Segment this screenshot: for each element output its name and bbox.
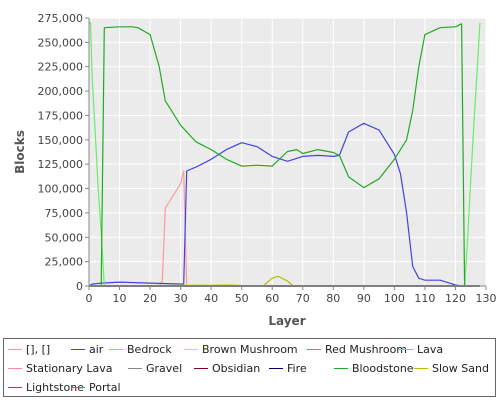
legend-item-air: air (71, 341, 103, 357)
y-tick-label: 275,000 (38, 12, 84, 25)
legend-label: Stationary Lava (26, 361, 113, 375)
x-tick-label: 50 (235, 292, 249, 305)
legend-swatch (8, 386, 22, 388)
legend-item-red-mushroom: Red Mushroom (307, 341, 407, 357)
x-tick-label: 130 (476, 292, 497, 305)
legend-label: Lightstone (26, 380, 84, 394)
legend-label: Obsidian (212, 361, 261, 375)
legend-item-brown-mushroom: Brown Mushroom (184, 341, 298, 357)
y-tick-label: 225,000 (38, 61, 84, 74)
series-line-air (88, 122, 480, 287)
legend-label: Gravel (146, 361, 183, 375)
x-tick-label: 60 (265, 292, 279, 305)
legend-swatch (399, 348, 413, 350)
legend-item-lava: Lava (399, 341, 443, 357)
y-tick-label: 50,000 (45, 231, 84, 244)
legend-label: Brown Mushroom (202, 342, 298, 356)
legend-swatch (184, 348, 198, 350)
y-tick-label: 75,000 (45, 207, 84, 220)
line-chart: 0 25,000 50,000 75,000 100,000 125,000 150,000… (13, 12, 497, 328)
legend-item-portal: Portal (71, 379, 121, 395)
legend-label: Slow Sand (432, 361, 489, 375)
legend-swatch (269, 367, 283, 369)
x-tick-label: 10 (113, 292, 127, 305)
legend-item-bloodstone: Bloodstone (334, 360, 414, 376)
x-tick-label: 80 (326, 292, 340, 305)
legend-swatch (8, 367, 22, 369)
y-tick-label: 0 (76, 280, 83, 293)
legend-item-fire: Fire (269, 360, 307, 376)
x-tick-label: 120 (445, 292, 466, 305)
x-tick-label: 110 (414, 292, 435, 305)
legend-item-lightstone: Lightstone (8, 379, 84, 395)
x-tick-label: 40 (204, 292, 218, 305)
legend-swatch (334, 367, 348, 369)
legend-label: Portal (89, 380, 121, 394)
series-line-bloodstone (89, 23, 480, 287)
x-tick-label: 20 (143, 292, 157, 305)
x-tick-label: 0 (86, 292, 93, 305)
y-tick-label: 100,000 (38, 183, 84, 196)
legend-item-bedrock: Bedrock (109, 341, 172, 357)
axes: 0 25,000 50,000 75,000 100,000 125,000 150,000… (38, 12, 497, 305)
legend-swatch (414, 367, 428, 369)
legend-label: Fire (287, 361, 307, 375)
y-tick-label: 175,000 (38, 109, 84, 122)
legend-label: [], [] (26, 342, 51, 356)
legend-label: Bedrock (127, 342, 172, 356)
x-tick-label: 30 (174, 292, 188, 305)
legend-swatch (71, 386, 85, 388)
gridlines (88, 17, 487, 287)
legend-label: Red Mushroom (325, 342, 408, 356)
x-tick-label: 90 (357, 292, 371, 305)
legend-item-gravel: Gravel (128, 360, 182, 376)
y-tick-label: 125,000 (38, 158, 84, 171)
legend-item-slow-sand: Slow Sand (414, 360, 489, 376)
legend-swatch (194, 367, 208, 369)
y-tick-label: 200,000 (38, 85, 84, 98)
y-tick-label: 25,000 (45, 256, 84, 269)
legend-swatch (307, 348, 321, 350)
legend-label: Bloodstone (352, 361, 414, 375)
legend-swatch (8, 348, 22, 350)
x-tick-label: 100 (384, 292, 405, 305)
chart-legend: [], [] air Bedrock Brown Mushroom Red Mushro… (3, 338, 496, 397)
legend-label: Lava (417, 342, 444, 356)
legend-item-unnamed: [], [] (8, 341, 50, 357)
y-axis-title: Blocks (13, 130, 27, 174)
legend-item-obsidian: Obsidian (194, 360, 260, 376)
legend-label: air (89, 342, 104, 356)
x-axis-title: Layer (268, 314, 305, 328)
legend-swatch (109, 348, 123, 350)
legend-swatch (128, 367, 142, 369)
y-tick-label: 150,000 (38, 134, 84, 147)
legend-item-stationary-lava: Stationary Lava (8, 360, 113, 376)
x-tick-label: 70 (296, 292, 310, 305)
y-tick-label: 250,000 (38, 36, 84, 49)
legend-swatch (71, 348, 85, 350)
